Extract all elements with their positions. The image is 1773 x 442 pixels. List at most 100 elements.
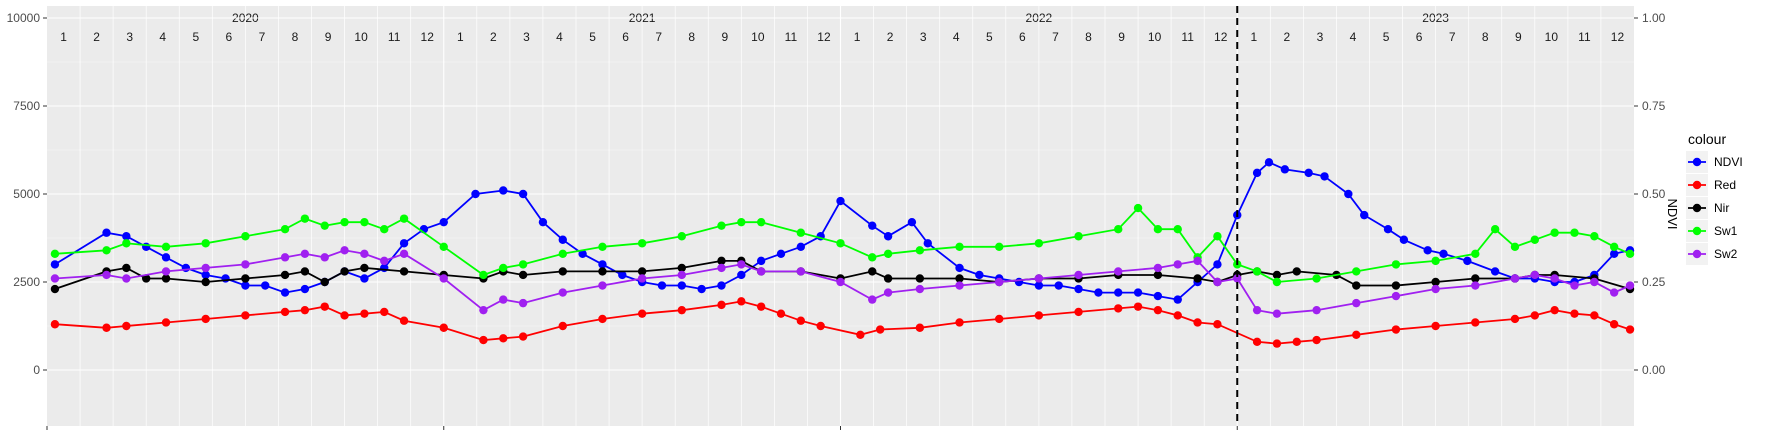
data-point-ndvi — [1014, 277, 1024, 287]
data-point-sw2 — [1074, 270, 1083, 280]
data-point-ndvi — [261, 281, 270, 290]
data-point-sw2 — [399, 249, 409, 259]
month-label: 2 — [1284, 30, 1291, 44]
data-point-red — [776, 309, 786, 318]
y2-tick-label: 1.00 — [1642, 11, 1666, 25]
data-point-nir — [637, 267, 647, 276]
data-point-ndvi — [756, 256, 766, 266]
data-point-ndvi — [868, 221, 877, 230]
data-point-ndvi — [836, 196, 845, 206]
data-point-sw1 — [1510, 242, 1520, 251]
month-label: 11 — [388, 30, 401, 44]
month-label: 5 — [589, 30, 596, 44]
month-label: 11 — [785, 30, 798, 44]
data-point-ndvi — [538, 217, 548, 227]
data-point-nir — [598, 267, 607, 276]
data-point-nir — [50, 284, 60, 294]
data-point-sw2 — [868, 295, 877, 304]
month-label: 3 — [523, 30, 530, 44]
data-point-sw2 — [241, 260, 250, 269]
data-point-red — [796, 316, 806, 325]
y-tick-label: 5000 — [13, 187, 40, 201]
data-point-sw1 — [717, 221, 726, 230]
data-point-ndvi — [657, 281, 667, 290]
data-point-sw2 — [1530, 270, 1540, 280]
data-point-sw1 — [1074, 232, 1083, 241]
month-label: 6 — [622, 30, 629, 44]
data-point-red — [50, 320, 60, 329]
data-point-red — [955, 318, 964, 327]
data-point-ndvi — [1423, 246, 1432, 255]
facet-strip: 2020123456789101112202112345678910111220… — [60, 11, 1624, 44]
data-point-red — [1625, 325, 1635, 334]
data-point-sw1 — [1034, 239, 1044, 248]
data-point-red — [201, 314, 210, 324]
data-point-red — [1431, 321, 1440, 331]
data-point-ndvi — [50, 260, 60, 269]
data-point-nir — [1153, 270, 1163, 280]
data-point-sw2 — [1272, 309, 1282, 318]
month-label: 8 — [1085, 30, 1092, 44]
data-point-red — [1609, 320, 1619, 329]
data-point-red — [875, 325, 885, 334]
legend-key-point — [1692, 203, 1702, 213]
data-point-ndvi — [1153, 291, 1163, 301]
data-point-sw1 — [868, 253, 877, 262]
y2-tick-label: 0.25 — [1642, 275, 1666, 289]
data-point-red — [439, 323, 448, 332]
month-label: 1 — [1250, 30, 1257, 44]
data-point-sw2 — [439, 274, 448, 283]
data-point-sw2 — [1609, 288, 1619, 297]
data-point-sw2 — [1233, 274, 1242, 283]
data-point-red — [1391, 325, 1401, 334]
data-point-ndvi — [1034, 281, 1044, 290]
data-point-sw1 — [598, 242, 607, 251]
data-point-red — [737, 297, 746, 306]
data-point-red — [320, 302, 329, 311]
month-label: 10 — [354, 30, 368, 44]
series-sw2 — [50, 246, 1635, 318]
data-point-nir — [868, 267, 877, 276]
data-point-sw2 — [1153, 263, 1163, 273]
data-point-red — [479, 335, 488, 345]
y-tick-label: 0 — [33, 363, 40, 377]
month-label: 4 — [953, 30, 960, 44]
month-label: 5 — [192, 30, 199, 44]
data-point-red — [1292, 337, 1301, 347]
data-point-sw2 — [161, 267, 171, 276]
data-point-nir — [955, 274, 964, 283]
data-point-red — [856, 330, 865, 339]
data-point-sw1 — [340, 217, 349, 227]
data-point-sw1 — [439, 242, 448, 251]
data-point-sw1 — [995, 242, 1004, 251]
data-point-nir — [717, 256, 726, 266]
month-label: 9 — [1118, 30, 1125, 44]
data-point-sw1 — [1352, 267, 1361, 276]
data-point-red — [1510, 314, 1520, 324]
month-label: 1 — [60, 30, 67, 44]
data-point-red — [499, 334, 508, 343]
month-label: 9 — [721, 30, 728, 44]
data-point-sw2 — [1391, 291, 1401, 301]
month-label: 9 — [325, 30, 332, 44]
data-point-sw1 — [102, 246, 111, 255]
data-point-red — [1550, 305, 1559, 315]
data-point-sw1 — [737, 217, 746, 227]
data-point-sw1 — [637, 239, 647, 248]
data-point-sw2 — [915, 284, 925, 294]
data-point-sw2 — [380, 256, 389, 266]
data-point-ndvi — [1054, 281, 1063, 290]
data-point-sw1 — [1173, 225, 1182, 234]
data-point-sw2 — [1034, 274, 1044, 283]
data-point-ndvi — [697, 284, 706, 294]
data-point-red — [300, 305, 310, 315]
data-point-sw2 — [518, 298, 528, 308]
data-point-ndvi — [1320, 172, 1329, 181]
data-point-sw2 — [1570, 281, 1579, 290]
data-point-ndvi — [1609, 249, 1619, 259]
data-point-red — [1193, 318, 1202, 327]
month-label: 11 — [1181, 30, 1194, 44]
data-point-ndvi — [737, 270, 746, 280]
data-point-sw1 — [380, 225, 389, 234]
data-point-sw2 — [955, 281, 964, 290]
